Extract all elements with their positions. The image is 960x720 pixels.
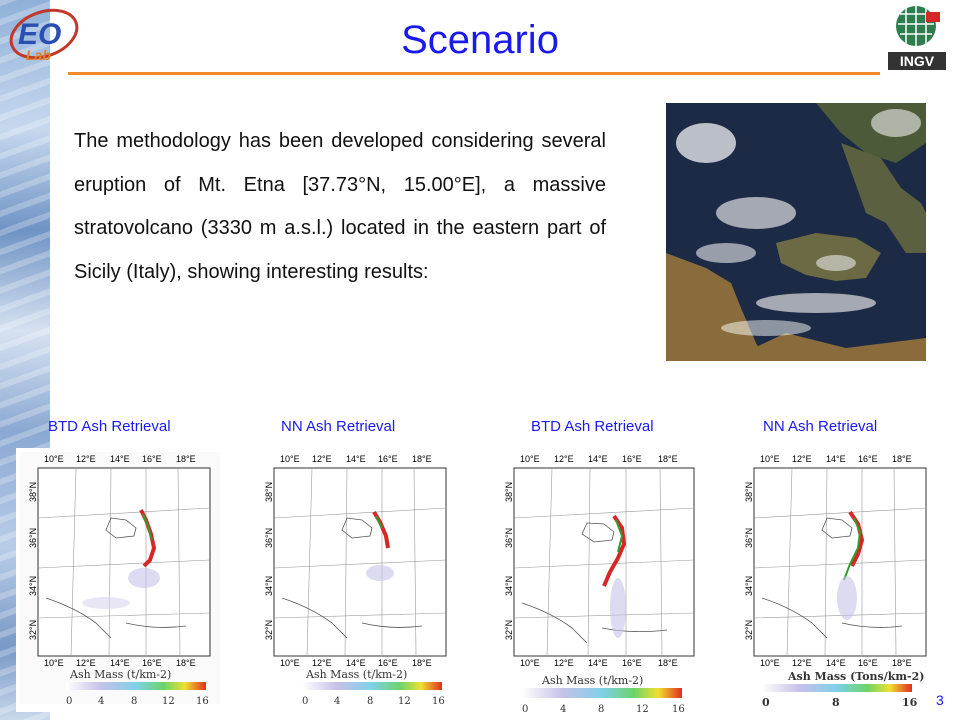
lon-tick: 18°E [658, 454, 678, 464]
lon-tick: 18°E [892, 658, 912, 668]
legend-tick: 0 [522, 704, 528, 715]
lon-tick: 10°E [520, 454, 540, 464]
description-text: The methodology has been developed consi… [74, 130, 606, 283]
legend-title: Ash Mass (t/km-2) [69, 668, 171, 681]
lon-tick: 12°E [792, 658, 812, 668]
lat-tick: 34°N [504, 576, 514, 596]
legend-tick: 12 [162, 696, 175, 707]
legend-tick: 8 [832, 696, 840, 709]
lon-tick: 18°E [176, 658, 196, 668]
legend-title: Ash Mass (t/km-2) [541, 674, 643, 687]
legend-tick: 16 [432, 696, 445, 707]
page-number: 3 [936, 692, 944, 708]
map-label-2: NN Ash Retrieval [281, 418, 396, 435]
ingv-logo: INGV [888, 6, 946, 70]
lon-tick: 16°E [142, 658, 162, 668]
legend-tick: 16 [672, 704, 685, 715]
lat-tick: 38°N [28, 482, 38, 502]
map-label-4: NN Ash Retrieval [763, 418, 878, 435]
lon-tick: 14°E [588, 658, 608, 668]
lon-tick: 14°E [110, 658, 130, 668]
lon-tick: 10°E [44, 454, 64, 464]
ash-map-nn-2: 10°E 12°E 14°E 16°E 18°E 10°E 12°E 14°E … [732, 448, 944, 712]
legend-title: Ash Mass (Tons/km-2) [787, 670, 924, 683]
lon-tick: 14°E [826, 658, 846, 668]
legend-title: Ash Mass (t/km-2) [305, 668, 407, 681]
lon-tick: 18°E [412, 454, 432, 464]
lon-tick: 12°E [312, 658, 332, 668]
lon-tick: 14°E [826, 454, 846, 464]
lat-tick: 32°N [744, 620, 754, 640]
legend-tick: 16 [902, 696, 918, 709]
lon-tick: 10°E [760, 658, 780, 668]
ingv-logo-text: INGV [900, 53, 935, 69]
svg-text:Lab: Lab [26, 47, 51, 63]
legend-tick: 0 [66, 696, 72, 707]
lat-tick: 38°N [504, 482, 514, 502]
lon-tick: 10°E [520, 658, 540, 668]
page-title: Scenario [401, 18, 559, 62]
lon-tick: 10°E [44, 658, 64, 668]
lon-tick: 12°E [792, 454, 812, 464]
lon-tick: 16°E [622, 454, 642, 464]
lon-tick: 18°E [658, 658, 678, 668]
legend-tick: 16 [196, 696, 209, 707]
lat-tick: 38°N [744, 482, 754, 502]
legend-tick: 8 [131, 696, 137, 707]
lat-tick: 36°N [504, 528, 514, 548]
legend-tick: 4 [98, 696, 104, 707]
lon-tick: 12°E [312, 454, 332, 464]
lon-tick: 16°E [378, 454, 398, 464]
lon-tick: 18°E [176, 454, 196, 464]
eo-lab-logo: EO Lab [9, 8, 79, 63]
lon-tick: 18°E [412, 658, 432, 668]
lon-tick: 14°E [110, 454, 130, 464]
lon-tick: 10°E [280, 454, 300, 464]
legend-tick: 12 [636, 704, 649, 715]
ash-map-btd-1: 10°E 12°E 14°E 16°E 18°E 10°E 12°E 14°E … [16, 448, 228, 712]
ash-map-nn-1: 10°E 12°E 14°E 16°E 18°E 10°E 12°E 14°E … [252, 448, 464, 712]
legend-tick: 4 [334, 696, 340, 707]
lon-tick: 10°E [760, 454, 780, 464]
lon-tick: 16°E [378, 658, 398, 668]
lon-tick: 10°E [280, 658, 300, 668]
lat-tick: 36°N [744, 528, 754, 548]
lon-tick: 12°E [76, 658, 96, 668]
title-underline [68, 72, 880, 75]
svg-text:EO: EO [18, 18, 61, 51]
map-label-3: BTD Ash Retrieval [531, 418, 654, 435]
lat-tick: 34°N [28, 576, 38, 596]
legend-tick: 4 [560, 704, 566, 715]
lon-tick: 16°E [622, 658, 642, 668]
map-label-1: BTD Ash Retrieval [48, 418, 171, 435]
lon-tick: 16°E [858, 658, 878, 668]
ash-map-btd-2: 10°E 12°E 14°E 16°E 18°E 10°E 12°E 14°E … [492, 448, 714, 718]
lon-tick: 12°E [554, 454, 574, 464]
lat-tick: 32°N [504, 620, 514, 640]
legend-tick: 12 [398, 696, 411, 707]
satellite-image [666, 103, 926, 361]
lat-tick: 32°N [264, 620, 274, 640]
lat-tick: 34°N [264, 576, 274, 596]
lat-tick: 34°N [744, 576, 754, 596]
lon-tick: 12°E [76, 454, 96, 464]
lon-tick: 12°E [554, 658, 574, 668]
lon-tick: 16°E [858, 454, 878, 464]
decorative-sidebar [0, 0, 50, 720]
legend-tick: 8 [598, 704, 604, 715]
lon-tick: 14°E [346, 454, 366, 464]
lat-tick: 36°N [264, 528, 274, 548]
lon-tick: 14°E [346, 658, 366, 668]
lat-tick: 36°N [28, 528, 38, 548]
lat-tick: 32°N [28, 620, 38, 640]
legend-tick: 0 [302, 696, 308, 707]
lon-tick: 14°E [588, 454, 608, 464]
lat-tick: 38°N [264, 482, 274, 502]
lon-tick: 16°E [142, 454, 162, 464]
legend-tick: 0 [762, 696, 770, 709]
legend-tick: 8 [367, 696, 373, 707]
lon-tick: 18°E [892, 454, 912, 464]
